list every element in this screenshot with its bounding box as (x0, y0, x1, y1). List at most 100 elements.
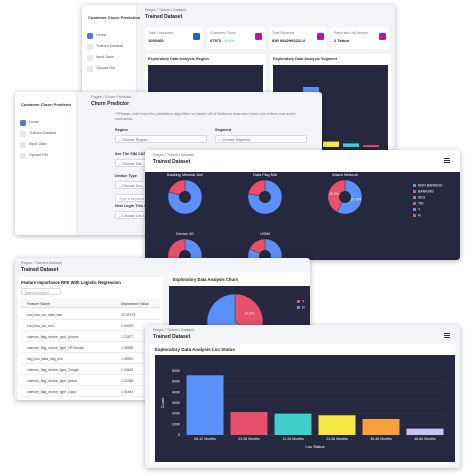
bar (406, 428, 444, 435)
menu-label: Trained Dataset (96, 44, 123, 48)
x-tick-label: 24-36 Months (326, 437, 348, 441)
menu-item[interactable]: Trained Dataset (18, 129, 74, 138)
menu-item[interactable]: Input Data (85, 53, 134, 62)
stat-badge: +6.8% (223, 38, 235, 43)
app-name: Customer Churn Prediction (88, 15, 141, 20)
stat-card: Rata-rata Los Service 2 Tahun (331, 27, 389, 49)
menu-label: Trained Dataset (29, 131, 56, 135)
table-row: calmom_flag_device_type_Iphone 1.12877 (21, 331, 160, 342)
table-cell: 1.02288 (121, 378, 134, 383)
pie-title: Device 4G (176, 232, 194, 236)
stat-card: Customer Churn 67973 +6.8% (207, 27, 265, 49)
legend-swatch (413, 196, 416, 199)
y-tick-label: 0 (178, 433, 180, 437)
search-placeholder: Type a keyword... (24, 290, 52, 295)
pie-title: Attach Network (332, 173, 358, 177)
stat-label: Rata-rata Los Service (334, 31, 368, 35)
hamburger-line (444, 162, 450, 163)
legend-label: TSI (418, 202, 423, 206)
table-cell: 22.03723 (121, 312, 136, 317)
y-tick-label: 300K (172, 401, 181, 405)
column-header: Feature Name (27, 301, 50, 306)
breadcrumb: Pages / Churn Predictor (91, 95, 132, 99)
table-cell: 1.05952 (121, 356, 134, 361)
donut-hole (259, 250, 271, 260)
legend-label: Y (302, 300, 305, 304)
field-label: Are The SIM CARD Used (115, 152, 160, 156)
stat-label: Total Revenue (272, 31, 295, 35)
table-cell: 1.05985 (121, 345, 134, 350)
bar (230, 412, 268, 435)
hamburger-line (444, 160, 450, 161)
table-card: Feature Importance RFE With Logistic Reg… (18, 277, 163, 400)
menu-item[interactable]: Home (85, 31, 134, 40)
y-tick-label: 500K (172, 380, 181, 384)
hamburger-line (444, 158, 450, 159)
x-axis-label: Los Status (306, 444, 325, 449)
menu-item[interactable]: Upload File (85, 64, 134, 73)
table-header: Feature Name Importance Value (21, 299, 160, 308)
page-title: Trained Dataset (153, 159, 191, 165)
legend-label: NON BANKING (418, 184, 443, 188)
table-row: calmom_flag_device_type_HP Device 1.05985 (21, 342, 160, 353)
y-tick-label: 600K (172, 369, 181, 373)
legend-swatch (413, 190, 416, 193)
breadcrumb: Pages / Trained Dataset (145, 8, 186, 12)
table-cell: calmom_flag_device_type_Iphone (27, 334, 79, 339)
menu-item[interactable]: Home (18, 118, 74, 127)
legend-label: Y (418, 208, 421, 212)
slice-label: 42.2% (329, 192, 339, 196)
stat-value: 1000466 (148, 38, 164, 43)
stat-card: Total Customers 1000466 (145, 27, 203, 49)
page-title: Trained Dataset (145, 14, 183, 20)
pie-title: USIM (260, 232, 270, 236)
table-row: calmom_flag_device_type_Nokia 1.02288 (21, 375, 160, 386)
x-tick-label: 03-06 Months (238, 437, 260, 441)
chart-title: Exploratory Data Analysis Churn (173, 277, 239, 282)
slice-label: 32.9% (244, 311, 254, 315)
stat-icon (255, 33, 262, 40)
table-row: sud_two_rev_mid 1.64929 (21, 320, 160, 331)
sidebar: Customer Churn Predictor Home Trained Data… (15, 92, 77, 235)
field-label: Segment (215, 128, 232, 132)
table-cell: flag_two_data_flag_mid (27, 356, 63, 361)
y-axis-label: Count (160, 397, 165, 409)
menu-icon (20, 130, 26, 137)
field-label: New Login This SIM (115, 204, 151, 208)
menu-icon (20, 141, 26, 148)
table-cell: calmom_flag_device_type_Nokia (27, 378, 77, 383)
donut-hole (339, 191, 351, 203)
menu-label: Input Data (96, 55, 114, 59)
table-cell: 1.01544 (121, 389, 134, 394)
menu-item[interactable]: Input Data (18, 140, 74, 149)
legend-swatch (297, 300, 300, 303)
y-tick-label: 200K (172, 412, 181, 416)
stat-value: 67973 +6.8% (210, 38, 235, 43)
search-input[interactable]: Type a keyword... (21, 288, 61, 295)
page-title: Churn Predictor (91, 101, 130, 107)
legend-label: N (418, 214, 421, 218)
stat-label: Customer Churn (210, 31, 236, 35)
table-cell: sud_two_rev_mid (27, 323, 54, 328)
table-cell: 1.12877 (121, 334, 134, 339)
legend-swatch (297, 306, 300, 309)
menu-label: Home (96, 33, 107, 37)
select[interactable]: -- Choose Region -- (115, 135, 207, 143)
stat-icon (379, 33, 386, 40)
stat-icon (317, 33, 324, 40)
table-row: calmom_flag_device_type_Oppo 1.01544 (21, 386, 160, 397)
y-tick-label: 100K (172, 422, 181, 426)
hamburger-line (444, 337, 450, 338)
pie-slice (327, 179, 346, 213)
bar (362, 419, 400, 435)
pie-charts: Banking Minimal Juni Data Flag Mid Attach … (167, 173, 443, 260)
app-name: Customer Churn Predictor (21, 102, 72, 107)
table-cell: 1.03648 (121, 367, 134, 372)
menu-icon (87, 32, 93, 39)
eda-pies-window: Pages / Trained Dataset Trained Dataset Ba… (145, 150, 460, 260)
menu-item[interactable]: Upload File (18, 151, 74, 160)
table-row: calmom_flag_device_type_Google 1.03648 (21, 364, 160, 375)
menu-item[interactable]: Trained Dataset (85, 42, 134, 51)
search-placeholder: Type a keyword... (119, 197, 148, 201)
select[interactable]: -- Choose Segment -- (215, 135, 307, 143)
